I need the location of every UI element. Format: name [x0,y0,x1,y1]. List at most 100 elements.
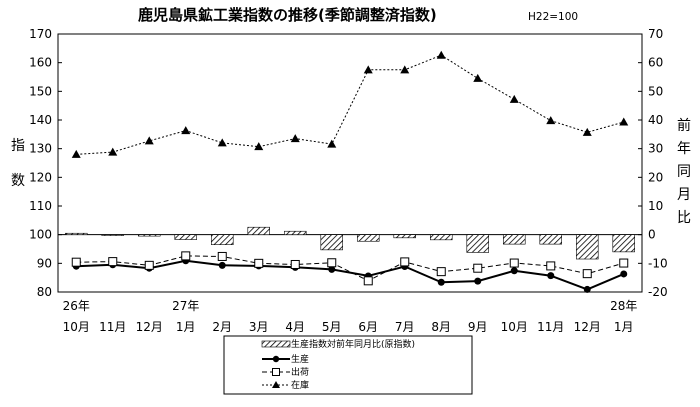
bar [356,234,380,242]
x-year-label: 27年 [172,299,199,313]
series-line-0 [76,259,625,291]
y-axis-label-right: 前 [677,117,691,134]
series-line-2 [76,54,624,155]
bar [320,234,343,251]
x-axis: 10月 11月 12月 1月 2月 3月 4月 5月 6月 7月 8月 9月 10月 11月 12月 1月 26… [63,299,638,334]
right-tick-label: 60 [648,56,663,70]
point-square [290,259,300,269]
left-tick-label: 160 [29,56,52,70]
legend: 生産指数対前年同月比(原指数) 生産 出荷 在庫 [223,335,473,395]
left-tick-label: 140 [29,113,52,127]
left-tick-label: 90 [37,256,52,270]
point-square [473,263,483,273]
point-square [400,257,410,267]
bar [539,234,562,245]
chart-title: 鹿児島県鉱工業指数の推移(季節調整済指数) [138,6,437,24]
legend-marker-shipment [272,368,280,376]
point-triangle [509,94,519,103]
point-circle [583,285,591,293]
point-triangle [181,126,191,135]
x-tick-label: 9月 [468,320,488,334]
point-triangle [363,65,373,74]
legend-label-bars: 生産指数対前年同月比(原指数) [291,338,415,350]
left-tick-label: 120 [29,170,52,184]
point-circle [620,270,628,278]
point-circle [218,261,226,269]
legend-label-shipment: 出荷 [291,366,309,378]
bar-series [65,226,635,260]
right-tick-label: -20 [648,285,668,299]
point-triangle [217,138,227,147]
point-triangle [473,73,483,82]
point-circle [547,272,555,280]
right-tick-label: 20 [648,170,663,184]
point-square [144,260,154,270]
bar [393,234,416,239]
point-circle [437,278,445,286]
point-triangle [290,134,300,143]
point-square [436,267,446,277]
left-tick-label: 150 [29,84,52,98]
bar [138,234,161,237]
x-tick-label: 11月 [99,320,126,334]
x-tick-label: 2月 [212,320,232,334]
legend-label-inventory: 在庫 [291,379,309,391]
right-tick-label: 0 [648,228,656,242]
point-circle [328,265,336,273]
point-circle [510,267,518,275]
left-tick-label: 80 [37,285,52,299]
point-square [546,261,556,271]
bar [429,234,453,241]
y-axis-label-right: 比 [677,210,691,226]
point-square [582,269,592,279]
line-series [71,50,629,293]
x-tick-label: 7月 [395,320,415,334]
legend-bar-swatch [261,340,291,348]
point-triangle [254,142,264,151]
point-square [108,257,118,267]
point-square [327,258,337,268]
point-square [71,257,81,267]
bar [101,234,125,236]
point-triangle [327,139,337,148]
right-tick-label: 10 [648,199,663,213]
bar [247,226,271,235]
right-tick-label: 30 [648,142,663,156]
point-triangle [436,50,446,59]
y-axis-label-right: 月 [677,187,691,203]
legend-marker-inventory [272,381,280,388]
point-triangle [108,147,118,156]
point-square [217,251,227,261]
x-tick-label: 8月 [431,320,451,334]
point-square [363,276,373,286]
left-tick-label: 170 [29,27,52,41]
x-tick-label: 10月 [501,320,528,334]
y-axis-label-left: 指 [11,138,25,154]
y-axis-label-right: 同 [677,164,691,180]
point-square [619,258,629,268]
legend-label-production: 生産 [291,353,309,365]
y-axis-label-left: 数 [11,173,25,189]
bar [283,230,307,235]
series-line-1 [76,255,624,282]
point-triangle [619,117,629,126]
x-tick-label: 5月 [322,320,342,334]
point-square [254,258,264,268]
x-tick-label: 12月 [574,320,601,334]
point-triangle [546,116,556,125]
point-triangle [400,65,410,74]
plot-area [57,33,643,293]
x-tick-label: 4月 [285,320,305,334]
right-tick-label: -10 [648,256,668,270]
right-tick-label: 40 [648,113,663,127]
left-tick-label: 110 [29,199,52,213]
point-square [509,258,519,268]
bar [575,234,599,260]
bar [466,234,489,253]
chart-subtitle: H22=100 [528,11,578,23]
point-square [181,251,191,261]
bar [65,232,88,235]
point-triangle [144,136,154,145]
right-axis: -20 -10 0 10 20 30 40 50 60 70 [638,27,668,299]
